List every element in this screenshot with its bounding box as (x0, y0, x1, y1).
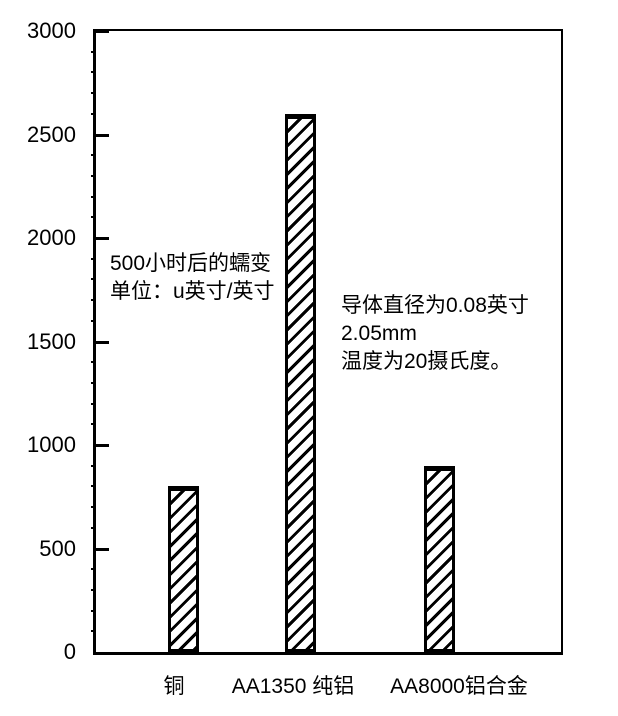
y-axis-label: 0 (63, 639, 76, 664)
y-axis-label: 3000 (27, 18, 76, 43)
y-axis-minor-tick (91, 361, 95, 364)
y-axis-minor-tick (91, 506, 95, 509)
y-axis-label: 1000 (27, 432, 76, 457)
y-axis-minor-tick (91, 485, 95, 488)
y-axis-minor-tick (91, 71, 95, 74)
y-axis-minor-tick (91, 381, 95, 384)
y-axis-minor-tick (91, 319, 95, 322)
y-axis-major-tick (96, 133, 109, 137)
y-axis-minor-tick (91, 216, 95, 219)
annotation-creep-line1: 500小时后的蠕变 (110, 252, 272, 275)
annotation-conductor-line1: 导体直径为0.08英寸 (341, 294, 529, 317)
y-axis-minor-tick (91, 278, 95, 281)
annotation-conductor-note: 导体直径为0.08英寸 2.05mm 温度为20摄氏度。 (341, 292, 529, 376)
x-axis-label-aa1350: AA1350 纯铝 (231, 675, 355, 698)
x-axis-label-aa8000: AA8000铝合金 (390, 675, 528, 698)
y-axis-label: 1500 (27, 328, 76, 354)
y-axis-minor-tick (91, 588, 95, 591)
bar-2 (424, 466, 455, 652)
y-axis-major-tick (96, 30, 109, 33)
y-axis-label: 2500 (27, 121, 76, 147)
bar-1 (285, 114, 316, 652)
y-axis-minor-tick (91, 630, 95, 633)
y-axis-minor-tick (91, 609, 95, 612)
annotation-conductor-line3: 温度为20摄氏度。 (341, 350, 512, 373)
y-axis-minor-tick (91, 299, 95, 302)
y-axis-minor-tick (91, 174, 95, 177)
y-axis-major-tick (96, 237, 109, 240)
y-axis-minor-tick (91, 423, 95, 426)
y-axis-minor-tick (91, 257, 95, 260)
y-axis-label: 2000 (27, 225, 76, 250)
y-axis-minor-tick (91, 50, 95, 53)
annotation-creep-line2: 单位：u英寸/英寸 (110, 280, 275, 303)
bar-0 (168, 486, 199, 652)
y-axis-minor-tick (91, 464, 95, 467)
y-axis-major-tick (96, 547, 109, 551)
y-axis-minor-tick (91, 92, 95, 95)
y-axis-minor-tick (91, 402, 95, 405)
y-axis-major-tick (96, 444, 109, 447)
y-axis-minor-tick (91, 195, 95, 198)
y-axis-major-tick (96, 340, 109, 344)
plot-area (91, 29, 563, 655)
y-axis-label: 500 (39, 535, 76, 561)
y-axis-minor-tick (91, 526, 95, 529)
y-axis-minor-tick (91, 568, 95, 571)
annotation-conductor-line2: 2.05mm (341, 322, 417, 345)
x-axis-label-copper: 铜 (163, 675, 185, 698)
y-axis-minor-tick (91, 154, 95, 157)
y-axis-minor-tick (91, 112, 95, 115)
annotation-creep-note: 500小时后的蠕变 单位：u英寸/英寸 (110, 250, 275, 306)
